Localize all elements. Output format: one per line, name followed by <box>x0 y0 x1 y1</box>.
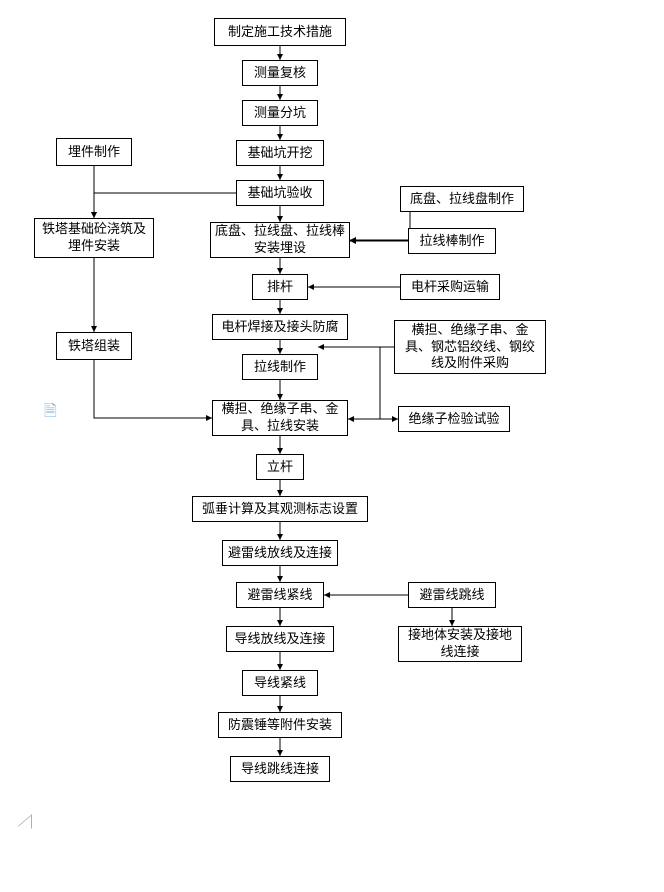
flow-node-r5: 绝缘子检验试验 <box>398 406 510 432</box>
flow-node-label: 避雷线紧线 <box>247 587 312 604</box>
document-icon: 🗎 <box>44 400 57 427</box>
flow-node-r3: 电杆采购运输 <box>400 274 500 300</box>
flow-node-r1: 底盘、拉线盘制作 <box>400 186 524 212</box>
flow-node-l3: 铁塔组装 <box>56 332 132 360</box>
flow-node-label: 接地体安装及接地线连接 <box>403 627 517 661</box>
flow-node-l1: 埋件制作 <box>56 138 132 166</box>
flow-node-label: 埋件制作 <box>68 144 120 161</box>
flow-node-label: 制定施工技术措施 <box>228 24 332 41</box>
flow-node-n16: 导线紧线 <box>242 670 318 696</box>
flow-node-label: 基础坑验收 <box>247 185 312 202</box>
flow-node-label: 横担、绝缘子串、金具、钢芯铝绞线、钢绞线及附件采购 <box>399 322 541 373</box>
flow-node-label: 立杆 <box>267 459 293 476</box>
flow-node-n6: 底盘、拉线盘、拉线棒安装埋设 <box>210 222 350 258</box>
flow-node-n12: 弧垂计算及其观测标志设置 <box>192 496 368 522</box>
flow-node-n17: 防震锤等附件安装 <box>218 712 342 738</box>
flow-node-label: 导线跳线连接 <box>241 761 319 778</box>
flow-node-r2: 拉线棒制作 <box>408 228 496 254</box>
flow-node-n3: 测量分坑 <box>242 100 318 126</box>
flow-node-label: 测量复核 <box>254 65 306 82</box>
flow-node-label: 避雷线跳线 <box>419 587 484 604</box>
flow-node-label: 底盘、拉线盘制作 <box>410 191 514 208</box>
flow-node-label: 拉线制作 <box>254 359 306 376</box>
flow-node-n9: 拉线制作 <box>242 354 318 380</box>
flow-node-n11: 立杆 <box>256 454 304 480</box>
flow-node-label: 铁塔基础砼浇筑及埋件安装 <box>39 221 149 255</box>
flow-node-n8: 电杆焊接及接头防腐 <box>212 314 348 340</box>
flow-node-n2: 测量复核 <box>242 60 318 86</box>
flow-node-r7: 接地体安装及接地线连接 <box>398 626 522 662</box>
flow-node-n7: 排杆 <box>252 274 308 300</box>
flow-node-label: 弧垂计算及其观测标志设置 <box>202 501 358 518</box>
flow-node-n10: 横担、绝缘子串、金具、拉线安装 <box>212 400 348 436</box>
flow-node-label: 绝缘子检验试验 <box>408 411 499 428</box>
flow-node-r4: 横担、绝缘子串、金具、钢芯铝绞线、钢绞线及附件采购 <box>394 320 546 374</box>
flow-node-label: 铁塔组装 <box>68 338 120 355</box>
flow-node-n13: 避雷线放线及连接 <box>222 540 338 566</box>
flow-node-n5: 基础坑验收 <box>236 180 324 206</box>
flow-node-label: 导线放线及连接 <box>234 631 325 648</box>
flow-node-label: 防震锤等附件安装 <box>228 717 332 734</box>
flow-node-label: 导线紧线 <box>254 675 306 692</box>
flow-node-n1: 制定施工技术措施 <box>214 18 346 46</box>
flow-node-n15: 导线放线及连接 <box>226 626 334 652</box>
flow-node-label: 测量分坑 <box>254 105 306 122</box>
flow-node-label: 拉线棒制作 <box>419 233 484 250</box>
flow-node-label: 避雷线放线及连接 <box>228 545 332 562</box>
flow-node-label: 基础坑开挖 <box>247 145 312 162</box>
flow-node-label: 底盘、拉线盘、拉线棒安装埋设 <box>215 223 345 257</box>
flow-node-label: 电杆采购运输 <box>411 279 489 296</box>
flow-node-n18: 导线跳线连接 <box>230 756 330 782</box>
flow-node-label: 横担、绝缘子串、金具、拉线安装 <box>217 401 343 435</box>
flow-node-label: 电杆焊接及接头防腐 <box>221 319 338 336</box>
flow-node-r6: 避雷线跳线 <box>408 582 496 608</box>
flow-node-n14: 避雷线紧线 <box>236 582 324 608</box>
flow-node-l2: 铁塔基础砼浇筑及埋件安装 <box>34 218 154 258</box>
page-break-mark <box>18 814 32 840</box>
flow-node-n4: 基础坑开挖 <box>236 140 324 166</box>
flow-node-label: 排杆 <box>267 279 293 296</box>
